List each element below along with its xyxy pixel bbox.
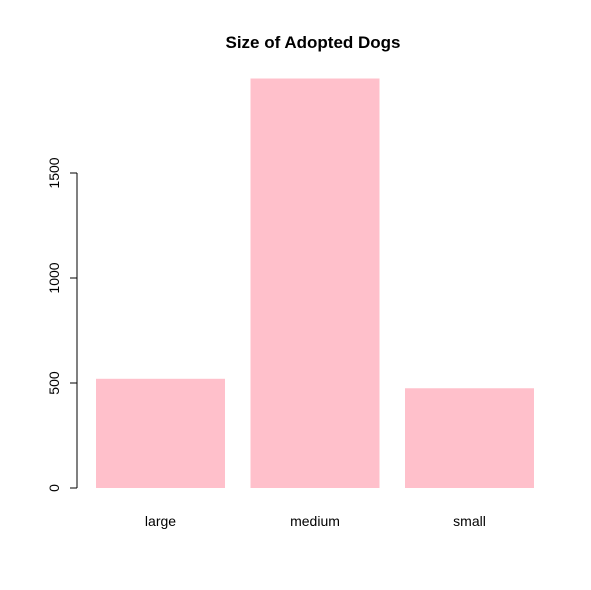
y-tick-label: 1500 [46, 157, 62, 188]
bar-small [405, 388, 534, 488]
y-tick-label: 1000 [46, 262, 62, 293]
bar-medium [250, 78, 380, 488]
chart-title: Size of Adopted Dogs [225, 33, 400, 52]
x-category-label: large [145, 513, 176, 529]
y-tick-label: 500 [46, 371, 62, 395]
bar-large [96, 378, 225, 488]
x-axis-labels: large medium small [145, 513, 486, 529]
x-category-label: medium [290, 513, 340, 529]
x-category-label: small [453, 513, 486, 529]
bars [96, 78, 534, 488]
y-axis: 0 500 1000 1500 [46, 157, 78, 492]
y-tick-label: 0 [46, 484, 62, 492]
